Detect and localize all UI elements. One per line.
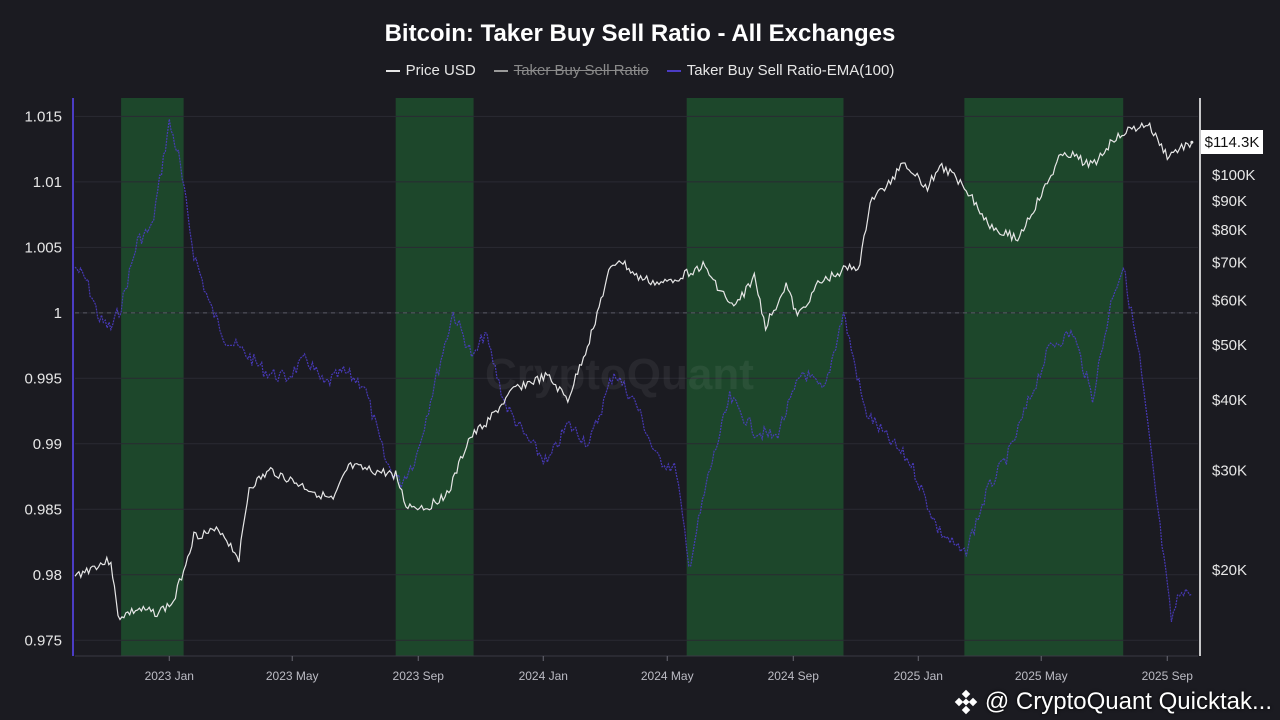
left-tick-label: 1.01 [33, 174, 62, 191]
right-tick-label: $40K [1212, 392, 1247, 409]
price-last-point [1190, 140, 1194, 144]
footer-text: @ CryptoQuant Quicktak... [984, 688, 1272, 715]
ema-series-line [74, 119, 1193, 623]
watermark: CryptoQuant [485, 350, 754, 399]
right-tick-label: $90K [1212, 193, 1247, 210]
legend-item-price[interactable]: Price USD [385, 62, 476, 79]
x-tick-label: 2023 Jan [145, 669, 194, 683]
x-tick-label: 2025 Jan [894, 669, 943, 683]
binance-diamond-icon [954, 689, 978, 715]
x-tick-label: 2023 May [266, 669, 319, 683]
left-tick-label: 0.975 [24, 632, 62, 649]
x-tick-label: 2024 May [641, 669, 694, 683]
x-tick-label: 2024 Jan [519, 669, 568, 683]
right-tick-label: $100K [1212, 167, 1255, 184]
right-tick-label: $30K [1212, 462, 1247, 479]
chart-title: Bitcoin: Taker Buy Sell Ratio - All Exch… [384, 20, 896, 47]
right-tick-label: $50K [1212, 337, 1247, 354]
left-tick-label: 0.995 [24, 370, 62, 387]
x-tick-label: 2024 Sep [768, 669, 820, 683]
highlight-period-2 [686, 98, 844, 656]
left-tick-label: 0.98 [33, 567, 62, 584]
ema-swatch [666, 69, 681, 72]
ratio-swatch [493, 69, 508, 72]
legend-item-ratio[interactable]: Taker Buy Sell Ratio [493, 62, 649, 79]
legend-label-price: Price USD [405, 62, 476, 79]
x-tick-label: 2023 Sep [393, 669, 445, 683]
footer: @ CryptoQuant Quicktak... [953, 688, 1272, 716]
legend: Price USD Taker Buy Sell Ratio Taker Buy… [0, 62, 1280, 79]
right-tick-label: $70K [1212, 255, 1247, 272]
price-series-line [74, 121, 1193, 621]
right-tick-label: $60K [1212, 292, 1247, 309]
left-tick-label: 1 [54, 305, 62, 322]
x-tick-label: 2025 Sep [1142, 669, 1194, 683]
legend-label-ema: Taker Buy Sell Ratio-EMA(100) [686, 62, 895, 79]
left-tick-label: 0.99 [33, 436, 62, 453]
price-swatch [385, 69, 400, 72]
x-tick-label: 2025 May [1015, 669, 1068, 683]
highlight-period-0 [121, 98, 184, 656]
right-tick-label: $20K [1212, 562, 1247, 579]
left-tick-label: 1.015 [24, 108, 62, 125]
right-tick-label: $80K [1212, 222, 1247, 239]
current-price-tag: $114.3K [1201, 130, 1263, 154]
legend-label-ratio: Taker Buy Sell Ratio [513, 62, 649, 79]
highlight-period-1 [395, 98, 474, 656]
legend-item-ema[interactable]: Taker Buy Sell Ratio-EMA(100) [666, 62, 895, 79]
left-tick-label: 1.005 [24, 239, 62, 256]
left-tick-label: 0.985 [24, 501, 62, 518]
